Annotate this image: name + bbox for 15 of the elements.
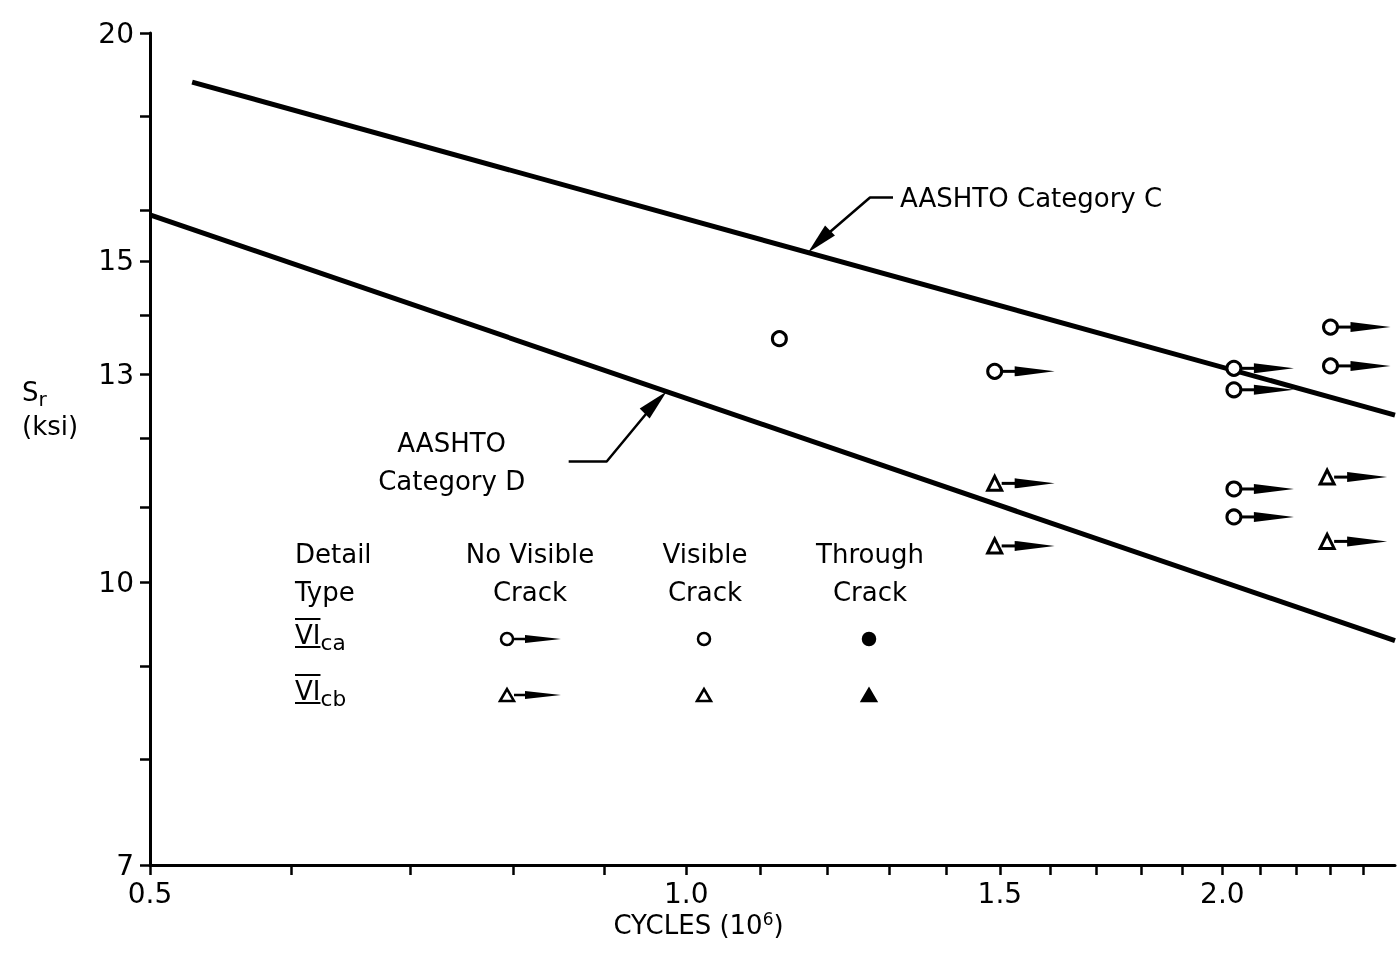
y-tick-label: 15 (98, 244, 134, 278)
annotation: Visible Crack (661, 538, 749, 609)
x-tick-label: 1.5 (977, 876, 1023, 910)
y-tick-label: 13 (98, 357, 134, 391)
text: AASHTO Category C (900, 182, 1163, 213)
y-tick-label: 10 (98, 565, 134, 599)
x-tick-label: 1.0 (663, 876, 709, 910)
annotation: VI$_{cb}$ (295, 676, 347, 712)
y-tick-label: 20 (98, 16, 134, 50)
annotation: No Visible Crack (464, 538, 596, 609)
annotation: Through Crack (815, 538, 925, 609)
annotation: Detail Type (295, 538, 373, 609)
annotation: VI$_{ca}$ (295, 620, 346, 656)
x-tick-label: 2.0 (1200, 876, 1245, 910)
legend-label: AASHTO Category D (378, 427, 526, 496)
